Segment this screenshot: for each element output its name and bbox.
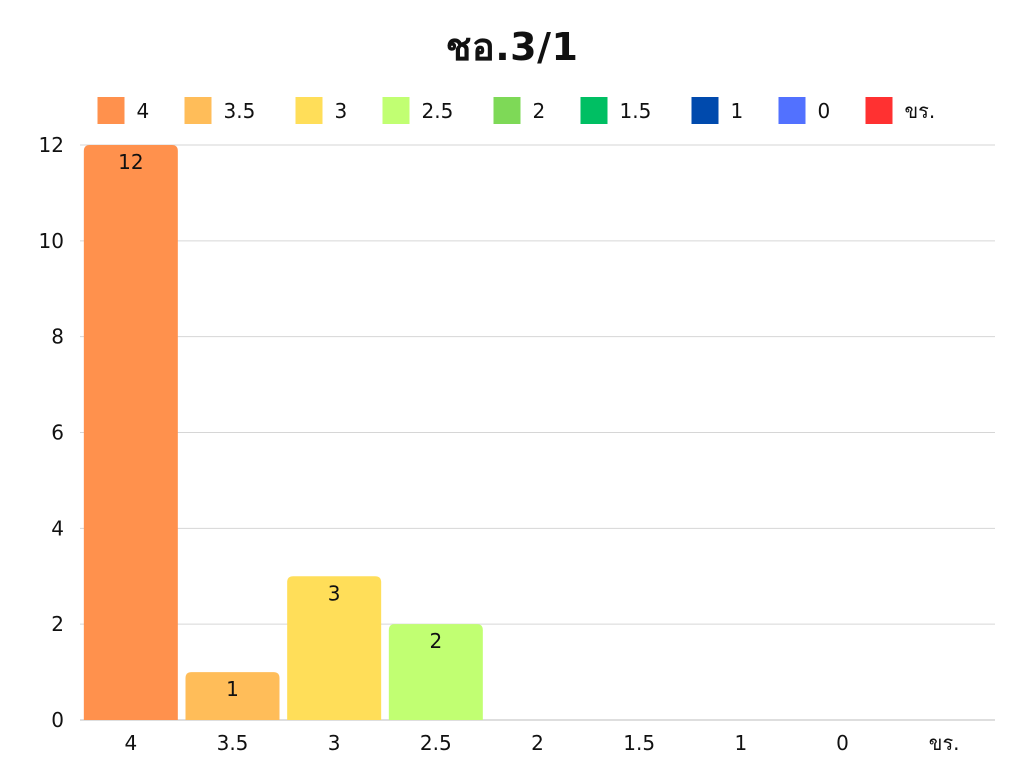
bar	[185, 672, 280, 720]
legend-label: 3	[335, 99, 348, 123]
x-tick-label: ขร.	[929, 731, 960, 755]
legend-swatch	[295, 97, 323, 124]
x-tick-label: 0	[836, 731, 849, 755]
legend-label: 0	[818, 99, 831, 123]
data-label: 2	[429, 629, 442, 653]
legend-label: 3.5	[224, 99, 256, 123]
data-label: 1	[226, 677, 239, 701]
legend-swatch	[865, 97, 893, 124]
x-tick-label: 2.5	[420, 731, 452, 755]
x-tick-label: 1	[734, 731, 747, 755]
x-tick-label: 3.5	[217, 731, 249, 755]
legend-swatch	[691, 97, 719, 124]
legend-label: 1.5	[620, 99, 652, 123]
legend-label: 4	[137, 99, 150, 123]
chart-title: ชอ.3/1	[445, 25, 579, 69]
bar	[83, 145, 178, 720]
legend-swatch	[493, 97, 521, 124]
y-tick-label: 2	[51, 612, 64, 636]
y-tick-label: 0	[51, 708, 64, 732]
legend-label: 2	[533, 99, 546, 123]
legend-swatch	[97, 97, 125, 124]
legend-label: 2.5	[422, 99, 454, 123]
y-tick-label: 6	[51, 421, 64, 445]
legend-swatch	[778, 97, 806, 124]
y-tick-label: 4	[51, 516, 64, 540]
y-tick-label: 8	[51, 325, 64, 349]
data-label: 12	[118, 150, 143, 174]
x-tick-label: 2	[531, 731, 544, 755]
y-tick-label: 12	[39, 133, 64, 157]
legend-label: ขร.	[905, 99, 936, 123]
y-tick-label: 10	[39, 229, 64, 253]
legend-swatch	[580, 97, 608, 124]
bar	[388, 624, 483, 720]
data-label: 3	[328, 581, 341, 605]
x-tick-label: 3	[328, 731, 341, 755]
x-tick-label: 4	[124, 731, 137, 755]
legend-swatch	[184, 97, 212, 124]
bar	[287, 576, 382, 720]
legend-swatch	[382, 97, 410, 124]
legend-label: 1	[731, 99, 744, 123]
x-tick-label: 1.5	[623, 731, 655, 755]
